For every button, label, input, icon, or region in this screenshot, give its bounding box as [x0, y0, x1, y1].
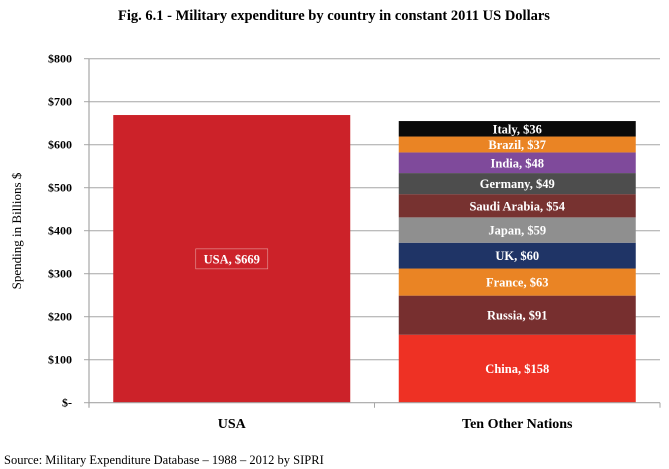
y-tick-label: $400: [48, 224, 72, 238]
bar-segment-india: [398, 152, 636, 174]
bar-segment-france: [398, 268, 636, 296]
bar-segment-brazil: [398, 136, 636, 153]
bar-segment-japan: [398, 217, 636, 243]
y-tick-label: $-: [62, 396, 72, 410]
y-tick-label: $300: [48, 267, 72, 281]
bar-segment-russia: [398, 295, 636, 335]
y-tick-label: $500: [48, 181, 72, 195]
bar-segment-germany: [398, 173, 636, 195]
bar-segment-italy: [398, 121, 636, 137]
y-tick-label: $200: [48, 310, 72, 324]
x-category-label: Ten Other Nations: [462, 417, 573, 432]
data-label: Russia, $91: [487, 309, 547, 323]
data-label: Italy, $36: [493, 122, 542, 136]
x-category-labels: USA Ten Other Nations: [218, 417, 573, 432]
y-tick-labels: $- $100 $200 $300 $400 $500 $600 $700 $800: [48, 52, 72, 410]
data-label: France, $63: [486, 276, 548, 290]
data-label: Saudi Arabia, $54: [469, 199, 565, 213]
bars: USA, $669 China, $158 Russia, $91 France, $…: [113, 115, 636, 403]
data-label: Japan, $59: [488, 224, 546, 238]
axes: [84, 58, 661, 408]
data-label: USA, $669: [204, 252, 260, 266]
bar-segment-china: [398, 334, 636, 403]
chart-title: Fig. 6.1 - Military expenditure by count…: [118, 8, 550, 24]
data-label-box: [195, 248, 269, 270]
data-label: India, $48: [491, 156, 545, 170]
y-axis-label: Spending in Billions $: [9, 172, 24, 289]
data-label: China, $158: [485, 362, 549, 376]
y-tick-label: $800: [48, 52, 72, 66]
data-label: UK, $60: [495, 249, 539, 263]
data-label: Germany, $49: [480, 177, 555, 191]
y-tick-label: $700: [48, 95, 72, 109]
y-tick-label: $600: [48, 138, 72, 152]
bar-segment-saudi-arabia: [398, 194, 636, 218]
source-note: Source: Military Expenditure Database – …: [4, 453, 324, 467]
x-category-label: USA: [218, 417, 247, 432]
data-label: Brazil, $37: [488, 138, 546, 152]
y-tick-label: $100: [48, 353, 72, 367]
bar-segment-uk: [398, 242, 636, 269]
